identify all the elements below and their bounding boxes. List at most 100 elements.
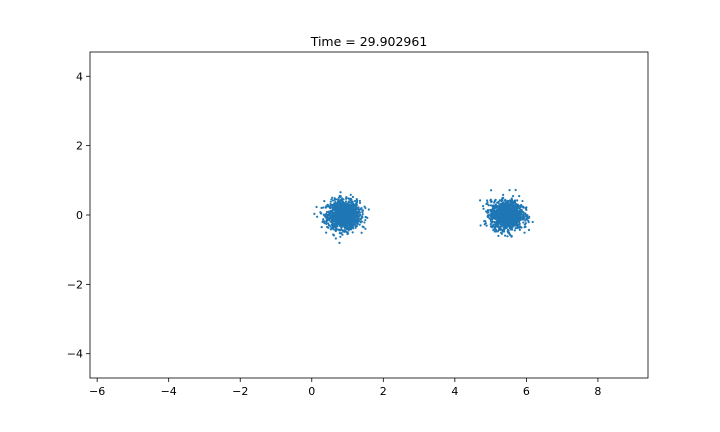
scatter-point (339, 216, 342, 220)
scatter-point (328, 217, 331, 220)
x-tick-label: 2 (380, 385, 387, 398)
scatter-point (351, 226, 354, 229)
scatter-point (502, 193, 505, 196)
scatter-point (499, 231, 503, 234)
scatter-point (354, 225, 357, 228)
scatter-point (499, 214, 502, 217)
scatter-point (351, 212, 355, 215)
scatter-point (324, 205, 328, 208)
scatter-point (489, 218, 492, 221)
scatter-point (506, 217, 509, 220)
scatter-point (350, 200, 353, 203)
scatter-point (512, 200, 515, 203)
scatter-point (527, 216, 530, 220)
scatter-point (330, 210, 333, 214)
scatter-point (362, 226, 365, 229)
scatter-point (498, 199, 501, 202)
scatter-point (487, 214, 490, 217)
scatter-point (497, 234, 500, 237)
y-tick-label: −4 (67, 348, 83, 361)
scatter-point (494, 230, 498, 233)
scatter-point (341, 197, 344, 200)
scatter-point (518, 228, 521, 231)
scatter-point (497, 200, 500, 204)
scatter-point (508, 189, 511, 192)
scatter-point (486, 210, 489, 213)
scatter-point (505, 208, 508, 211)
scatter-point (341, 224, 344, 227)
scatter-point (527, 228, 531, 232)
cluster-1 (313, 191, 370, 244)
scatter-point (486, 201, 489, 204)
scatter-point (337, 228, 341, 231)
x-tick-label: −2 (232, 385, 248, 398)
x-tick-label: −4 (161, 385, 177, 398)
scatter-point (338, 241, 341, 244)
x-tick-label: 0 (308, 385, 315, 398)
scatter-point (489, 225, 493, 228)
scatter-point (355, 216, 358, 219)
scatter-point (510, 215, 513, 219)
scatter-point (501, 216, 504, 219)
scatter-point (325, 210, 328, 214)
scatter-point (364, 227, 367, 230)
scatter-point (333, 220, 336, 223)
scatter-point (351, 214, 354, 217)
scatter-point (356, 207, 359, 210)
scatter-point (334, 214, 338, 217)
scatter-point (361, 211, 364, 214)
scatter-point (331, 196, 334, 199)
scatter-point (522, 211, 525, 214)
scatter-point (349, 225, 352, 228)
scatter-point (517, 212, 521, 215)
scatter-point (335, 217, 338, 220)
scatter-point (334, 222, 337, 225)
scatter-point (325, 215, 328, 218)
scatter-point (489, 198, 492, 201)
scatter-point (323, 200, 326, 203)
scatter-point (326, 225, 329, 229)
scatter-point (329, 225, 332, 228)
scatter-point (343, 221, 346, 225)
scatter-point (489, 215, 493, 218)
scatter-point (351, 216, 354, 219)
scatter-point (479, 224, 482, 227)
x-tick-label: −6 (89, 385, 105, 398)
scatter-point (490, 221, 494, 224)
scatter-point (346, 212, 350, 216)
scatter-point (347, 197, 351, 200)
scatter-point (504, 234, 507, 237)
scatter-point (355, 221, 359, 224)
scatter-point (491, 209, 494, 212)
scatter-point (498, 211, 502, 214)
scatter-point (336, 213, 339, 216)
scatter-point (364, 206, 367, 210)
scatter-point (332, 208, 336, 211)
scatter-point (516, 219, 519, 222)
scatter-point (339, 191, 342, 194)
scatter-point (356, 212, 359, 215)
scatter-point (337, 209, 340, 212)
scatter-point (322, 206, 325, 209)
scatter-point (513, 229, 516, 232)
scatter-point (332, 204, 335, 207)
scatter-point (490, 189, 493, 192)
scatter-point (496, 214, 499, 218)
scatter-point (509, 234, 512, 237)
scatter-point (524, 215, 527, 218)
scatter-point (325, 220, 328, 223)
scatter-point (333, 202, 336, 205)
scatter-point (347, 219, 351, 222)
scatter-point (512, 208, 515, 211)
scatter-point (531, 220, 534, 224)
scatter-point (330, 198, 333, 201)
scatter-point (483, 223, 486, 226)
scatter-point (500, 200, 503, 203)
scatter-point (345, 227, 348, 230)
scatter-point (336, 203, 339, 206)
scatter-point (331, 212, 334, 216)
scatter-point (349, 199, 352, 202)
chart-title: Time = 29.902961 (310, 34, 428, 49)
scatter-point (349, 211, 352, 215)
